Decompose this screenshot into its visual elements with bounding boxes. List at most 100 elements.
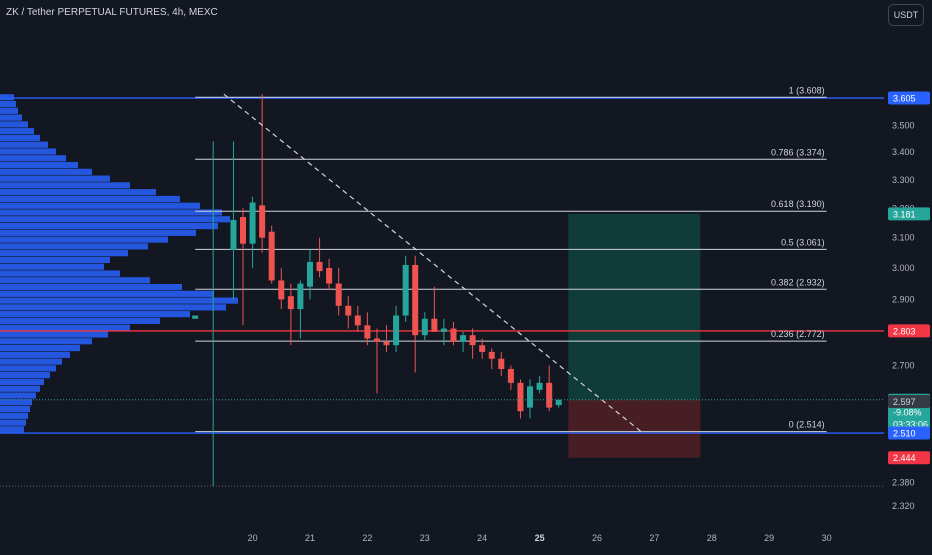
volume-profile-bar	[0, 358, 62, 365]
candle-body	[498, 358, 505, 369]
volume-profile-bar	[0, 202, 200, 209]
volume-profile-bar	[0, 304, 226, 311]
candle	[373, 328, 380, 394]
candle-body	[536, 382, 543, 390]
candle-body	[450, 328, 457, 342]
candle	[402, 255, 409, 323]
volume-profile-bar	[0, 365, 56, 372]
time-tick-label: 28	[707, 533, 717, 543]
candle	[316, 237, 323, 278]
volume-profile-bar	[0, 270, 120, 277]
candle-body	[192, 315, 199, 319]
time-tick-label: 25	[535, 533, 545, 543]
candle	[306, 249, 313, 300]
candle-body	[354, 315, 361, 326]
volume-profile-bar	[0, 114, 22, 121]
label-red-level: 2.803	[888, 324, 930, 338]
candle-body	[287, 296, 294, 310]
volume-profile-bar	[0, 128, 34, 135]
time-tick-label: 30	[822, 533, 832, 543]
volume-profile-bar	[0, 378, 44, 386]
candle-body	[230, 219, 237, 250]
price-label-box	[888, 91, 930, 105]
label-stop: 2.444	[888, 451, 930, 465]
price-label-text: 2.803	[893, 326, 916, 336]
price-label-box	[888, 426, 930, 440]
candle-body	[507, 368, 514, 383]
volume-profile-bar	[0, 405, 30, 413]
price-tick-label: 3.500	[892, 120, 915, 130]
candle	[345, 296, 352, 329]
candles	[192, 94, 562, 419]
volume-profile-bar	[0, 155, 66, 162]
volume-profile-bar	[0, 399, 32, 406]
volume-profile-bar	[0, 121, 28, 128]
volume-profile-bar	[0, 168, 92, 175]
price-tick-label: 3.300	[892, 175, 915, 185]
volume-profile-bar	[0, 331, 108, 338]
candle	[297, 280, 304, 339]
fib-label: 0.786 (3.374)	[771, 147, 825, 157]
chart-title: ZK / Tether PERPETUAL FUTURES, 4h, MEXC	[6, 7, 218, 18]
candle	[230, 141, 237, 300]
candle	[326, 258, 333, 290]
plot-area: 1 (3.608) 0.786 (3.374) 0.618 (3.190) 0.5 (…	[0, 85, 884, 487]
fib-label: 0.5 (3.061)	[781, 237, 825, 247]
price-label-text: 3.181	[893, 209, 916, 219]
time-tick-label: 21	[305, 533, 315, 543]
time-tick-label: 23	[420, 533, 430, 543]
candle-body	[306, 261, 313, 287]
candle-body	[526, 386, 533, 408]
candle	[546, 365, 553, 412]
volume-profile-bar	[0, 290, 214, 297]
fib-label: 1 (3.608)	[789, 85, 825, 95]
volume-profile-bar	[0, 392, 36, 399]
time-tick-label: 26	[592, 533, 602, 543]
candle-body	[335, 283, 342, 306]
volume-profile-bar	[0, 195, 180, 203]
profit-zone	[568, 213, 701, 400]
price-label-text: 2.444	[893, 453, 916, 463]
price-tick-label: 3.100	[892, 233, 915, 243]
candle	[287, 283, 294, 346]
candle	[249, 196, 256, 269]
candle-body	[488, 351, 495, 359]
candle	[517, 379, 524, 419]
candle-body	[239, 217, 246, 244]
volume-profile-bar	[0, 175, 110, 182]
volume-profile-bar	[0, 161, 78, 169]
candle	[268, 225, 275, 284]
label-target: 3.181	[888, 207, 930, 221]
candle	[440, 318, 447, 346]
volume-profile-bar	[0, 216, 230, 223]
candle	[488, 348, 495, 369]
volume-profile-bar	[0, 263, 104, 270]
candle-body	[431, 318, 438, 332]
volume-profile-bar	[0, 351, 70, 358]
candle	[354, 305, 361, 332]
candle-body	[393, 315, 400, 346]
candle-body	[326, 268, 333, 284]
fib-label: 0 (2.514)	[789, 420, 825, 430]
candle-body	[249, 202, 256, 244]
fib-retracement: 1 (3.608) 0.786 (3.374) 0.618 (3.190) 0.5 (…	[195, 85, 827, 433]
time-tick-label: 24	[477, 533, 487, 543]
price-label-box	[888, 395, 930, 409]
currency-button[interactable]: USDT	[888, 4, 924, 26]
candle	[469, 328, 476, 359]
volume-profile-bar	[0, 283, 182, 291]
candle-body	[460, 335, 467, 342]
volume-profile-bar	[0, 182, 130, 189]
candle-body	[383, 341, 390, 346]
fib-label: 0.618 (3.190)	[771, 199, 825, 209]
volume-profile-bar	[0, 229, 196, 236]
candle	[526, 379, 533, 419]
price-label-box	[888, 207, 930, 221]
volume-profile-bar	[0, 372, 50, 379]
volume-profile-bar	[0, 100, 16, 108]
candle-body	[278, 280, 285, 300]
fib-label: 0.236 (2.772)	[771, 329, 825, 339]
volume-profile-bar	[0, 324, 130, 331]
candle	[479, 338, 486, 359]
